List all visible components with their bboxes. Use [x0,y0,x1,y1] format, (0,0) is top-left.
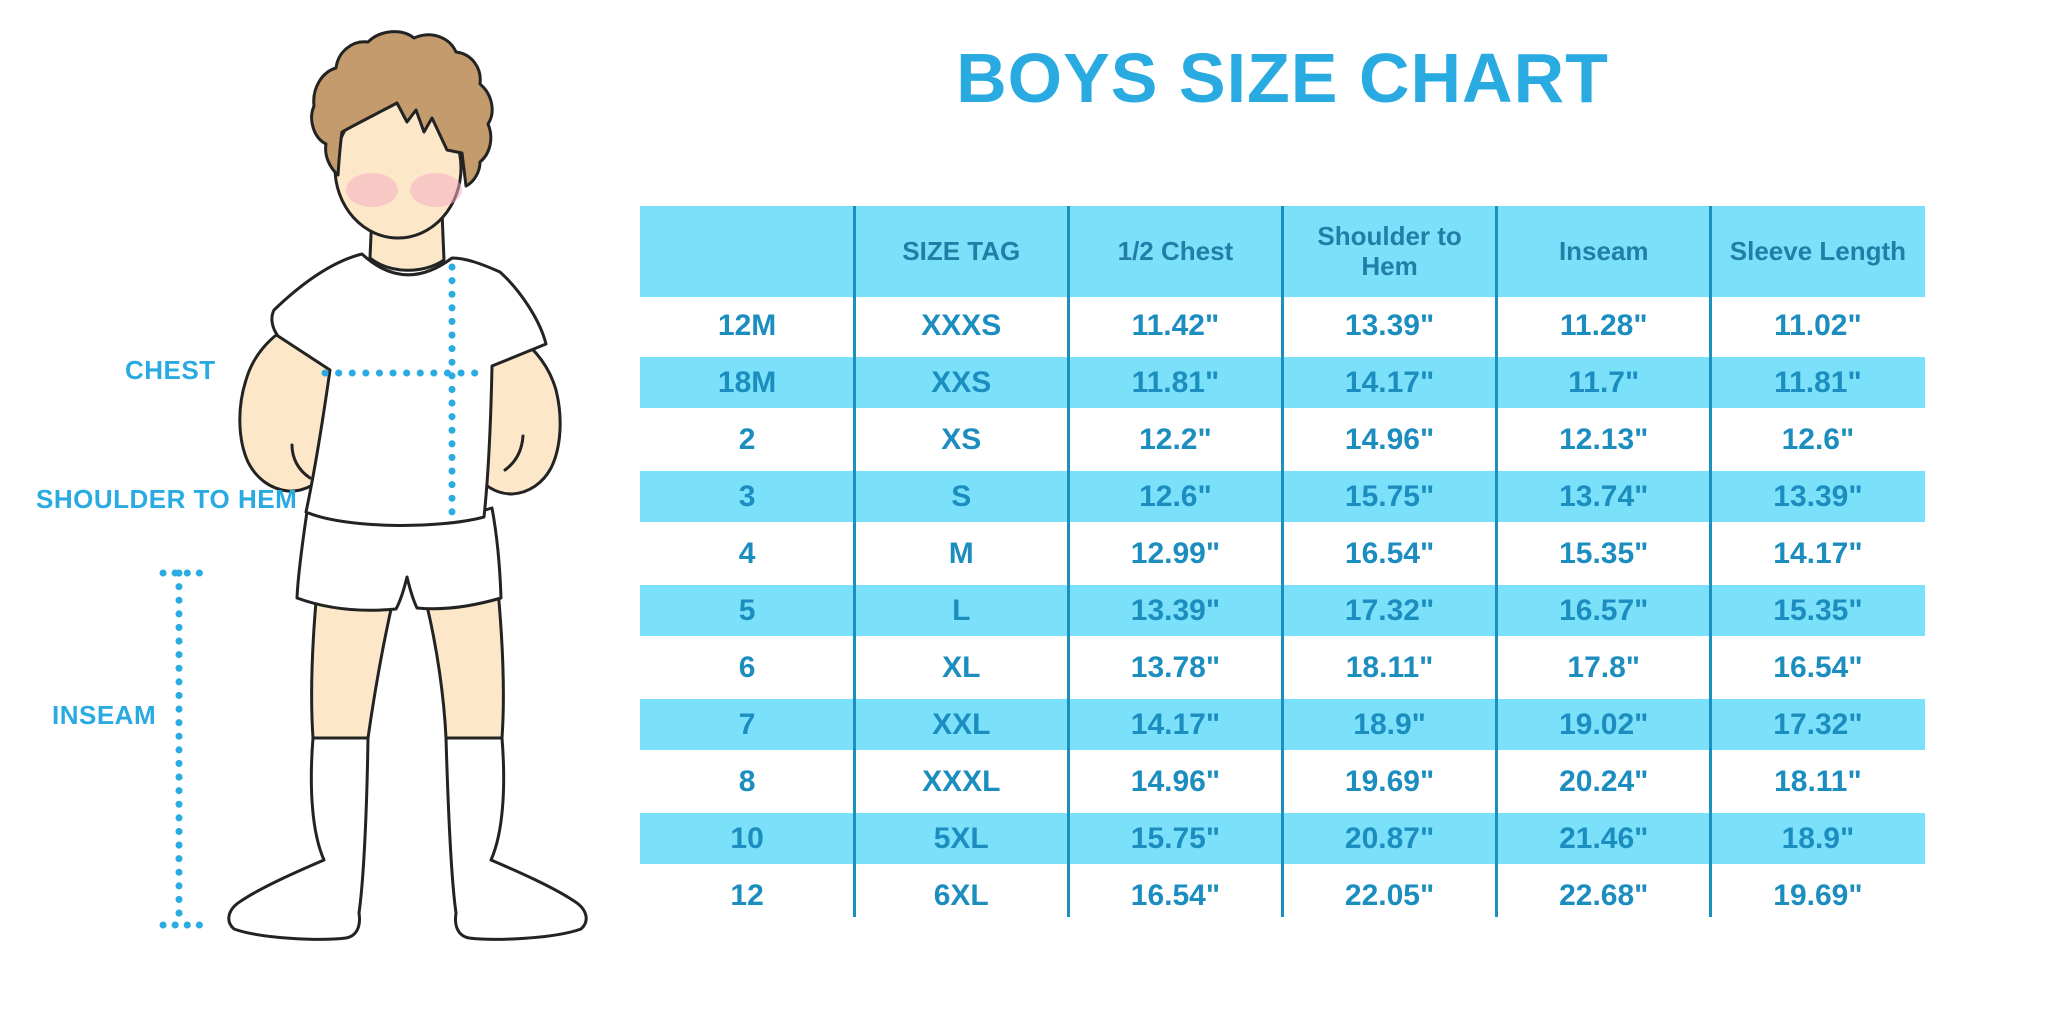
row-size-label: 8 [738,764,756,798]
measurement-cell: S [854,468,1069,525]
measurement-cell: XXS [854,354,1069,411]
measurement-cell: 21.46" [1496,810,1711,867]
column-divider [1495,206,1499,917]
measurement-cell: 17.32" [1282,582,1497,639]
right-sock-shape [444,736,588,941]
column-header-0 [640,206,855,297]
page-title: BOYS SIZE CHART [956,39,1609,117]
measurement-cell: 11.28" [1559,308,1648,342]
measurement-cell: 16.54" [1344,536,1435,570]
boy-illustration-graphic [159,30,588,941]
row-size-label: 3 [640,468,855,525]
measurement-cell: 12.6" [1068,468,1283,525]
measurement-cell: 13.39" [1068,582,1283,639]
row-size-label: 10 [640,810,855,867]
measurement-cell: 12.2" [1139,422,1212,456]
column-header-1: SIZE TAG [854,206,1069,297]
row-size-label: 12 [730,878,764,912]
measurement-cell: 17.32" [1710,696,1925,753]
measurement-cell: 12.99" [1130,536,1221,570]
measurement-cell: 18.9" [1710,810,1925,867]
right-cheek-blush [410,173,462,207]
measurement-cell: 16.54" [1773,650,1863,684]
inseam-label: INSEAM [52,700,157,730]
measurement-cell: XXL [854,696,1069,753]
left-leg-shape [310,588,396,740]
row-size-label: 18M [640,354,855,411]
measurement-cell: 17.8" [1567,650,1641,684]
measurement-cell: 22.05" [1344,878,1435,912]
measurement-cell: 19.69" [1773,878,1863,912]
left-cheek-blush [346,173,398,207]
measurement-cell: 13.78" [1130,650,1221,684]
hair-shape [310,30,494,188]
measurement-cell: 15.35" [1559,536,1649,570]
boy-measurement-figure: CHEST SHOULDER TO HEM INSEAM [0,0,640,1024]
measurement-cell: 12.6" [1781,422,1855,456]
measurement-cell: 15.75" [1068,810,1283,867]
measurement-cell: 6XL [933,878,989,912]
left-sock-shape [227,736,370,941]
measurement-cell: 11.7" [1496,354,1711,411]
measurement-cell: XS [941,422,982,456]
column-header-4: Inseam [1496,206,1711,297]
size-chart-table: SIZE TAG 1/2 Chest Shoulder to Hem Inseam Sl… [640,206,1925,924]
measurement-cell: 11.81" [1710,354,1925,411]
measurement-cell: XXXS [921,308,1002,342]
measurement-cell: 18.11" [1774,764,1862,798]
measurement-cell: L [854,582,1069,639]
column-divider [1709,206,1713,917]
measurement-cell: M [948,536,974,570]
right-elbow-crease [503,434,525,472]
measurement-cell: 14.17" [1282,354,1497,411]
row-size-label: 2 [738,422,756,456]
row-size-label: 4 [738,536,756,570]
measurement-cell: 5XL [854,810,1069,867]
column-header-3: Shoulder to Hem [1282,206,1497,297]
measurement-cell: 20.24" [1559,764,1649,798]
measurement-cell: 22.68" [1559,878,1649,912]
measurement-cell: 11.81" [1068,354,1283,411]
row-size-label: 5 [640,582,855,639]
measurement-cell: 15.35" [1710,582,1925,639]
measurement-cell: 11.42" [1131,308,1220,342]
measurement-cell: 16.54" [1130,878,1221,912]
chest-label: CHEST [125,355,216,385]
left-elbow-crease [290,443,312,480]
measurement-cell: 18.11" [1345,650,1434,684]
column-header-5: Sleeve Length [1710,206,1925,297]
measurement-cell: 18.9" [1282,696,1497,753]
measurement-cell: 14.96" [1344,422,1435,456]
measurement-cell: 13.74" [1496,468,1711,525]
measurement-cell: 12.13" [1559,422,1649,456]
row-size-label: 7 [640,696,855,753]
column-divider [1066,206,1070,917]
right-leg-shape [425,588,505,740]
measurement-cell: 16.57" [1496,582,1711,639]
row-size-label: 6 [738,650,756,684]
measurement-cell: 20.87" [1282,810,1497,867]
tshirt-shape [270,252,548,527]
measurement-cell: 19.02" [1496,696,1711,753]
measurement-cell: 14.96" [1130,764,1221,798]
measurement-cell: 14.17" [1773,536,1863,570]
measurement-cell: 13.39" [1344,308,1435,342]
measurement-cell: 13.39" [1710,468,1925,525]
column-divider [852,206,856,917]
measurement-cell: 14.17" [1068,696,1283,753]
measurement-cell: XL [942,650,981,684]
measurement-cell: 19.69" [1344,764,1435,798]
measurement-cell: 15.75" [1282,468,1497,525]
measurement-cell: XXXL [922,764,1001,798]
row-size-label: 12M [717,308,777,342]
column-header-2: 1/2 Chest [1068,206,1283,297]
shoulder-to-hem-label: SHOULDER TO HEM [36,484,298,514]
column-divider [1281,206,1284,917]
measurement-cell: 11.02" [1774,308,1862,342]
